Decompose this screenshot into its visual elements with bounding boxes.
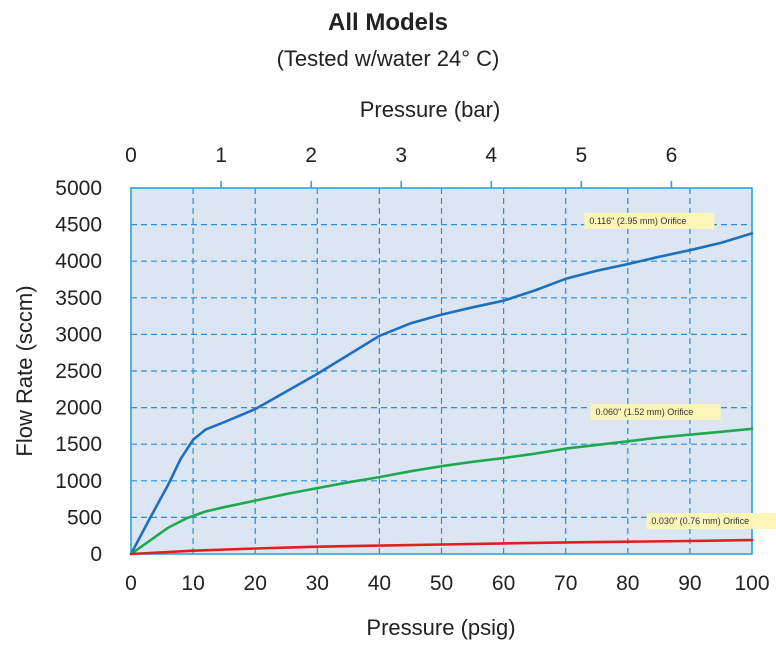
x-tick-label: 30 xyxy=(306,572,329,595)
x-axis-label: Pressure (psig) xyxy=(366,615,515,640)
y-tick-label: 4000 xyxy=(55,250,102,273)
chart-subtitle: (Tested w/water 24° C) xyxy=(277,46,500,71)
plot-area: 0 10 20 30 40 50 60 70 80 90 100050010001500200025… xyxy=(55,144,776,595)
series-line xyxy=(129,232,754,556)
y-tick-label: 2000 xyxy=(55,397,102,420)
x-tick-label: 40 xyxy=(368,572,391,595)
y-tick-label: 1500 xyxy=(55,433,102,456)
y-tick-label: 5000 xyxy=(55,177,102,200)
y-tick-label: 2500 xyxy=(55,360,102,383)
y-tick-label: 4500 xyxy=(55,214,102,237)
top-tick-label: 0 xyxy=(125,144,137,167)
x-tick-label: 60 xyxy=(492,572,515,595)
y-tick-label: 3000 xyxy=(55,323,102,346)
annotation-label: 0.116" (2.95 mm) Orifice xyxy=(589,216,686,226)
y-axis-label: Flow Rate (sccm) xyxy=(12,285,37,456)
top-tick-label: 2 xyxy=(305,144,317,167)
x-tick-label: 0 xyxy=(125,572,137,595)
x-tick-label: 50 xyxy=(430,572,453,595)
y-tick-label: 500 xyxy=(67,506,102,529)
annotation-label: 0.060" (1.52 mm) Orifice xyxy=(596,407,694,417)
chart-title: All Models xyxy=(328,9,448,36)
y-tick-label: 1000 xyxy=(55,470,102,493)
x-tick-label: 70 xyxy=(554,572,577,595)
x-tick-label: 10 xyxy=(181,572,204,595)
plot-frame xyxy=(130,187,753,555)
y-tick-label: 0 xyxy=(90,543,102,566)
series-line xyxy=(129,427,754,556)
top-tick-label: 4 xyxy=(485,144,497,167)
x-tick-label: 90 xyxy=(678,572,701,595)
annotation-label: 0.030" (0.76 mm) Orifice xyxy=(651,516,749,526)
top-tick-label: 6 xyxy=(666,144,678,167)
annotation-box xyxy=(584,212,715,229)
y-tick-label: 3500 xyxy=(55,287,102,310)
x-tick-label: 80 xyxy=(616,572,639,595)
top-tick-label: 3 xyxy=(395,144,407,167)
top-axis-label: Pressure (bar) xyxy=(360,97,501,122)
x-tick-label: 100 xyxy=(734,572,769,595)
series-line xyxy=(129,538,754,556)
top-tick-label: 1 xyxy=(215,144,227,167)
top-tick-label: 5 xyxy=(575,144,587,167)
annotation-box xyxy=(646,513,776,530)
annotation-box xyxy=(590,403,721,420)
x-tick-label: 20 xyxy=(244,572,267,595)
